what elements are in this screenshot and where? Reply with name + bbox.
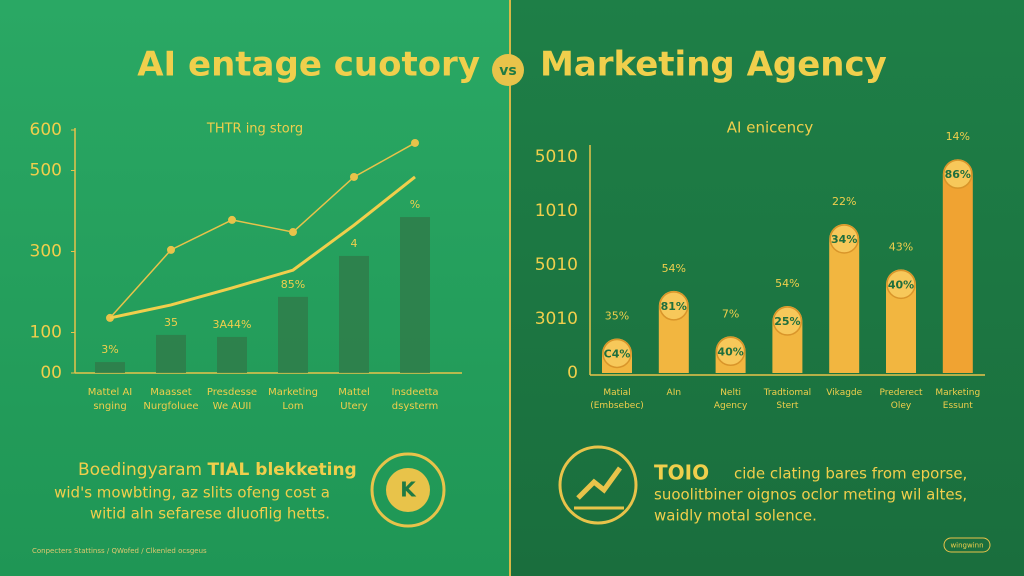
- x-tick-label: Mattel Utery: [338, 387, 370, 412]
- note-line: wid's mowbting, az slits ofeng cost a: [54, 484, 330, 502]
- inner-label: 25%: [774, 315, 800, 328]
- note-heading-a: Boedingyaram: [78, 460, 202, 480]
- icon-glyph: K: [400, 478, 417, 502]
- vs-badge: [492, 54, 524, 86]
- bar: [400, 217, 430, 373]
- y-tick-label: 300: [30, 242, 62, 262]
- chart-title: AI enicency: [727, 119, 814, 137]
- chart-title: THTR ing storg: [206, 122, 303, 137]
- line: [109, 142, 416, 319]
- right-panel: [510, 0, 1024, 576]
- note-line: cide clating bares from eporse,: [734, 465, 967, 483]
- bar-label: 85%: [281, 278, 305, 291]
- x-tick-label: Insdeetta dsysterm: [391, 387, 438, 412]
- y-axis-label: 1010: [535, 201, 578, 221]
- inner-label: 34%: [831, 233, 857, 246]
- bar: [278, 296, 308, 373]
- bar-badge: [772, 306, 803, 336]
- note-line: witid aln sefarese dluoflig hetts.: [90, 505, 330, 523]
- icon-coin: [386, 468, 430, 512]
- icon-trend: [576, 466, 623, 500]
- vs-text: vs: [499, 63, 516, 79]
- inner-label: C4%: [604, 347, 631, 360]
- footer: Conpecters Stattinss / QWofed / Clkenled…: [32, 547, 207, 555]
- line: [109, 175, 416, 320]
- bar-label: 35: [164, 316, 178, 329]
- bar-label: 3A44%: [213, 318, 252, 331]
- x-tick-label: Tradtiomal Stert: [763, 388, 811, 411]
- bar: [217, 336, 247, 373]
- top-label: 54%: [662, 262, 686, 275]
- y-tick-label: 500: [30, 161, 62, 181]
- line-point: [167, 245, 175, 254]
- bar-badge: [659, 291, 689, 321]
- y-axis-label: 5010: [535, 147, 578, 167]
- top-label: 22%: [832, 195, 856, 208]
- note-heading-b: TIAL blekketing: [207, 460, 356, 480]
- top-label: 43%: [889, 240, 913, 253]
- line-point: [350, 172, 358, 181]
- inner-label: 81%: [661, 300, 687, 313]
- x-tick-label: Mattel AI snging: [88, 387, 133, 412]
- line-point: [289, 228, 297, 237]
- x-tick-label: Nelti Agency: [714, 388, 748, 411]
- x-tick-label: Vikagde: [826, 388, 862, 398]
- bar-badge: [886, 269, 916, 300]
- bar: [95, 362, 125, 373]
- inner-label: 40%: [888, 278, 914, 291]
- bar: [156, 334, 186, 373]
- bar-badge: [943, 159, 973, 189]
- y-tick-label: 00: [40, 363, 62, 383]
- line-point: [228, 215, 236, 224]
- top-label: 14%: [946, 130, 970, 143]
- bar-badge: [602, 338, 632, 369]
- note-heading: Boedingyaram TIAL blekketing: [78, 460, 357, 480]
- bar-label: %: [410, 198, 420, 211]
- bar: [829, 223, 860, 373]
- top-label: 54%: [775, 277, 799, 290]
- y-tick-label: 600: [30, 120, 62, 140]
- top-label: 7%: [722, 307, 739, 320]
- x-tick-label: Maasset Nurgfoluee: [143, 387, 198, 412]
- note-heading: TOIO: [654, 461, 709, 485]
- badge: wingwinn: [950, 542, 983, 550]
- line-point: [411, 138, 419, 147]
- x-tick-label: Marketing Essunt: [935, 388, 980, 411]
- note-line: suoolitbiner oignos oclor meting wil alt…: [654, 486, 967, 504]
- x-tick-label: Presdesse We AUII: [207, 387, 257, 412]
- x-tick-label: AIn: [667, 388, 682, 398]
- y-axis-label: 0: [567, 363, 578, 383]
- title-left: AI entage cuotory: [137, 45, 480, 85]
- y-axis-label: 5010: [535, 255, 578, 275]
- x-tick-label: Matial (Embsebec): [590, 388, 644, 411]
- x-tick-label: Marketing Lom: [268, 387, 318, 412]
- top-label: 35%: [605, 309, 629, 322]
- note-line: waidly motal solence.: [654, 507, 817, 525]
- icon-ring: [558, 445, 638, 525]
- title-right: Marketing Agency: [540, 45, 887, 85]
- bar-badge: [715, 336, 746, 367]
- bar-label: 3%: [101, 343, 118, 356]
- y-tick-label: 100: [30, 323, 62, 343]
- bar-badge: [829, 224, 859, 254]
- x-tick-label: Prederect Oley: [879, 388, 923, 411]
- bar: [942, 159, 973, 373]
- bar-label: 4: [351, 237, 358, 250]
- badge-frame: [943, 537, 991, 553]
- inner-label: 86%: [945, 168, 971, 181]
- bar: [339, 255, 369, 373]
- icon-ring: [370, 452, 446, 528]
- y-axis-label: 3010: [535, 309, 578, 329]
- inner-label: 40%: [717, 345, 743, 358]
